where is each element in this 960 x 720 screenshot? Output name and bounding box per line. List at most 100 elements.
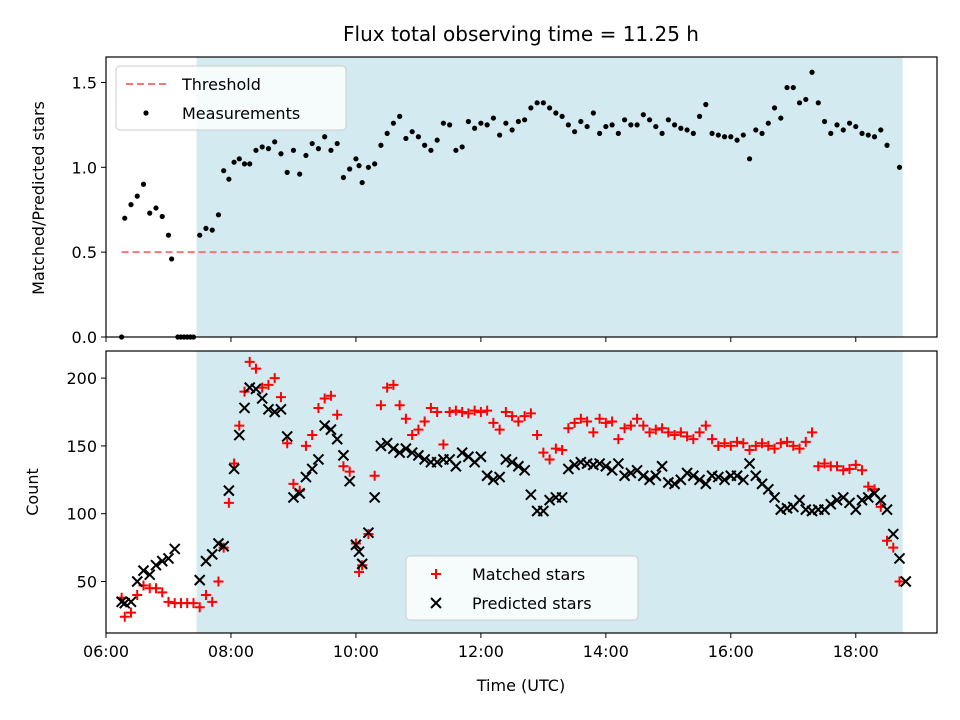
data-point bbox=[625, 467, 637, 479]
series-matched-stars bbox=[116, 356, 905, 622]
data-point bbox=[340, 174, 347, 181]
data-point bbox=[409, 129, 415, 135]
data-point bbox=[412, 449, 425, 462]
data-point bbox=[356, 558, 368, 570]
data-point bbox=[788, 440, 799, 451]
data-point bbox=[746, 156, 753, 162]
y-tick-label: 1.0 bbox=[72, 158, 97, 177]
data-point bbox=[850, 459, 861, 470]
data-point bbox=[217, 540, 230, 552]
data-point bbox=[607, 416, 618, 427]
data-point bbox=[878, 127, 884, 133]
data-point bbox=[150, 583, 161, 594]
data-point bbox=[328, 147, 334, 153]
x-tick-label: 18:00 bbox=[833, 642, 879, 661]
data-point bbox=[738, 438, 749, 449]
data-point bbox=[137, 564, 150, 577]
data-point bbox=[757, 438, 768, 449]
data-point bbox=[515, 118, 521, 125]
data-point bbox=[753, 127, 759, 133]
data-point bbox=[559, 113, 565, 119]
data-point bbox=[678, 125, 684, 131]
data-point bbox=[540, 100, 546, 106]
data-point bbox=[556, 491, 568, 504]
data-point bbox=[831, 494, 843, 506]
data-point bbox=[262, 403, 275, 416]
data-point bbox=[163, 596, 174, 607]
data-point bbox=[221, 168, 227, 174]
data-point bbox=[853, 123, 859, 130]
data-point bbox=[807, 427, 818, 438]
data-point bbox=[153, 205, 159, 211]
data-point bbox=[894, 576, 905, 587]
data-point bbox=[709, 130, 715, 136]
data-point bbox=[782, 436, 793, 447]
data-point bbox=[762, 483, 775, 495]
data-point bbox=[543, 494, 556, 506]
data-point bbox=[384, 130, 390, 136]
data-point bbox=[790, 84, 796, 91]
data-point bbox=[287, 491, 300, 504]
data-point bbox=[315, 146, 322, 152]
data-point bbox=[354, 566, 365, 577]
data-point bbox=[122, 215, 128, 221]
legend: Matched stars Predicted stars bbox=[405, 555, 639, 621]
data-point bbox=[303, 152, 309, 159]
data-point bbox=[593, 457, 606, 470]
data-point bbox=[615, 130, 621, 136]
data-point bbox=[194, 574, 206, 586]
x-tick-label: 14:00 bbox=[583, 642, 629, 661]
data-point bbox=[700, 478, 712, 490]
legend-box bbox=[115, 65, 347, 131]
data-point bbox=[169, 543, 181, 555]
data-point bbox=[325, 423, 337, 436]
data-point bbox=[619, 423, 630, 434]
data-point bbox=[750, 440, 761, 451]
data-point bbox=[732, 436, 743, 447]
data-point bbox=[259, 144, 265, 150]
data-point bbox=[228, 463, 240, 475]
data-point bbox=[332, 409, 343, 420]
data-point bbox=[518, 464, 531, 477]
legend-label: Matched stars bbox=[472, 565, 585, 584]
data-point bbox=[813, 461, 824, 472]
data-point bbox=[457, 407, 468, 418]
data-point bbox=[257, 382, 268, 393]
legend-label: Threshold bbox=[181, 75, 261, 94]
data-point bbox=[197, 232, 203, 238]
data-point bbox=[241, 161, 248, 167]
axes-frame bbox=[105, 350, 938, 634]
data-point bbox=[362, 526, 375, 539]
data-point bbox=[575, 413, 586, 424]
data-point bbox=[525, 489, 537, 501]
x-tick-label: 08:00 bbox=[208, 642, 254, 661]
x-tick-label: 06:00 bbox=[83, 642, 129, 661]
data-point bbox=[128, 202, 134, 208]
data-point bbox=[562, 463, 575, 475]
data-point bbox=[703, 101, 709, 108]
data-point bbox=[569, 417, 580, 428]
data-point bbox=[688, 434, 699, 445]
data-point bbox=[368, 491, 381, 504]
data-point bbox=[233, 429, 246, 441]
data-point bbox=[269, 373, 280, 384]
data-point bbox=[325, 390, 336, 401]
data-point bbox=[284, 169, 290, 175]
data-point bbox=[472, 125, 478, 131]
data-point bbox=[600, 417, 611, 428]
data-point bbox=[663, 427, 674, 438]
data-point bbox=[131, 575, 143, 588]
data-point bbox=[547, 105, 553, 111]
data-point bbox=[728, 134, 734, 140]
data-point bbox=[725, 440, 736, 451]
data-point bbox=[743, 457, 756, 470]
data-point bbox=[319, 393, 330, 404]
data-point bbox=[159, 213, 165, 220]
data-point bbox=[646, 117, 653, 123]
data-point bbox=[234, 420, 245, 431]
data-point bbox=[453, 147, 459, 153]
data-point bbox=[865, 132, 871, 138]
data-point bbox=[834, 122, 840, 128]
data-point bbox=[288, 478, 299, 489]
